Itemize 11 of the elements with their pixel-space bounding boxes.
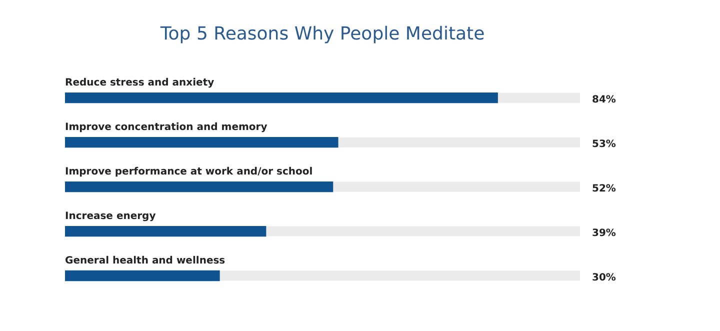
y-tick-label: General health and wellness: [65, 255, 226, 266]
data-label: 39%: [592, 228, 616, 239]
y-tick-label: Increase energy: [65, 210, 156, 222]
y-tick-label: Improve concentration and memory: [65, 122, 268, 133]
y-tick-label: Improve performance at work and/or school: [65, 166, 313, 178]
data-label: 53%: [592, 138, 616, 150]
data-label: 84%: [592, 94, 616, 106]
data-label: 30%: [592, 272, 616, 284]
data-label: 52%: [592, 183, 616, 194]
chart-title: Top 5 Reasons Why People Meditate: [159, 23, 485, 44]
y-tick-label: Reduce stress and anxiety: [65, 77, 215, 88]
